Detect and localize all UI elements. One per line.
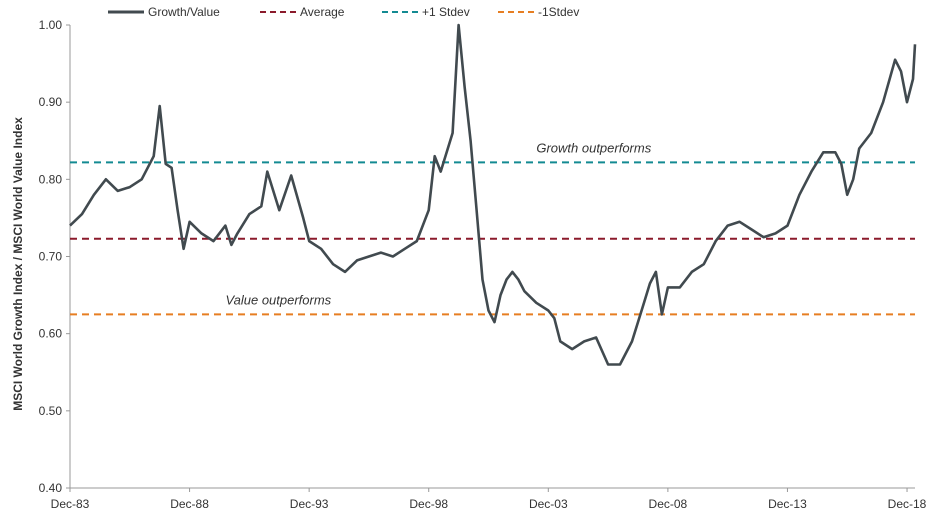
legend-label: -1Stdev <box>538 5 579 19</box>
y-tick-label: 1.00 <box>39 18 63 32</box>
y-tick-label: 0.40 <box>39 481 63 495</box>
y-tick-label: 0.50 <box>39 404 63 418</box>
legend-label: Average <box>300 5 345 19</box>
y-tick-label: 0.90 <box>39 95 63 109</box>
legend-label: Growth/Value <box>148 5 220 19</box>
series-line-growth-value <box>69 23 917 366</box>
legend: Growth/Value Average +1 Stdev -1Stdev <box>108 5 579 19</box>
annotations: Growth outperforms Value outperforms <box>225 140 651 307</box>
y-axis-label: MSCI World Growth Index / MSCI World Val… <box>11 117 25 411</box>
x-tick-label: Dec-18 <box>888 497 926 511</box>
annotation-value-outperforms: Value outperforms <box>225 292 331 307</box>
x-tick-label: Dec-88 <box>170 497 209 511</box>
axes: 0.40 0.50 0.60 0.70 0.80 0.90 1.00 Dec-83 Dec-88… <box>39 18 926 511</box>
x-tick-label: Dec-98 <box>409 497 448 511</box>
annotation-growth-outperforms: Growth outperforms <box>536 140 651 155</box>
x-tick-label: Dec-08 <box>649 497 688 511</box>
reference-lines <box>70 161 915 316</box>
series-layer <box>69 23 917 366</box>
x-tick-label: Dec-03 <box>529 497 568 511</box>
x-tick-label: Dec-83 <box>51 497 90 511</box>
legend-label: +1 Stdev <box>422 5 470 19</box>
y-tick-label: 0.70 <box>39 250 63 264</box>
x-tick-label: Dec-93 <box>290 497 329 511</box>
y-tick-label: 0.80 <box>39 172 63 186</box>
y-tick-label: 0.60 <box>39 327 63 341</box>
x-tick-label: Dec-13 <box>768 497 807 511</box>
